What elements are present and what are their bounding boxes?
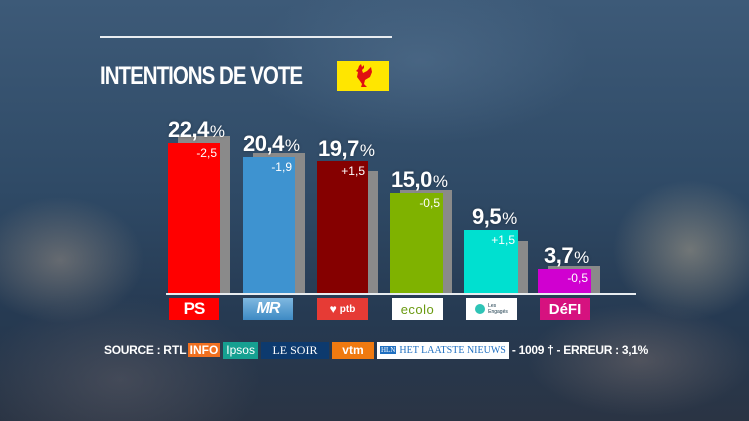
bar-ecolo: [390, 193, 443, 294]
chart-title: INTENTIONS DE VOTE: [100, 62, 303, 90]
delta-label-engages: +1,5: [491, 233, 515, 247]
bar-defi: [538, 269, 591, 294]
logo-ps: PS: [169, 298, 219, 320]
bar-ptb: [317, 161, 368, 294]
value-label-ecolo: 15,0%: [391, 167, 448, 192]
source-label: SOURCE :: [104, 343, 161, 357]
delta-label-ecolo: -0,5: [419, 196, 440, 210]
engages-dot-icon: [475, 304, 486, 314]
sample-error-text: - 1009 † - ERREUR : 3,1%: [511, 343, 649, 357]
delta-label-mr: -1,9: [271, 160, 292, 174]
value-label-engages: 9,5%: [472, 204, 517, 229]
bar-mr: [243, 157, 295, 294]
value-label-ps: 22,4%: [168, 117, 225, 142]
delta-label-ptb: +1,5: [341, 164, 365, 178]
logo-ptb: ♥ ptb: [317, 298, 368, 320]
delta-label-defi: -0,5: [567, 271, 588, 285]
heart-icon: ♥: [329, 302, 337, 316]
value-label-defi: 3,7%: [544, 243, 589, 268]
logo-defi: DéFI: [540, 298, 590, 320]
ipsos-logo: Ipsos: [223, 341, 258, 359]
vtm-logo: vtm: [331, 341, 374, 359]
title-rule: [100, 36, 392, 38]
walloon-flag-icon: [337, 61, 389, 91]
rooster-icon: [356, 64, 372, 87]
source-line: SOURCE : RTL INFO Ipsos LE SOIR vtm HLN …: [104, 341, 648, 359]
value-label-mr: 20,4%: [243, 131, 300, 156]
delta-label-ps: -2,5: [196, 146, 217, 160]
logo-engages: Les Engagés: [466, 298, 517, 320]
logo-ecolo: ecolo: [392, 298, 443, 320]
lesoir-logo: LE SOIR: [260, 341, 329, 359]
rtl-logo: RTL INFO: [163, 343, 221, 357]
value-label-ptb: 19,7%: [318, 136, 375, 161]
logo-mr: MR: [243, 298, 293, 320]
bar-engages: [464, 230, 518, 294]
bar-ps: [168, 143, 220, 294]
hln-logo: HLN HET LAATSTE NIEUWS: [376, 341, 509, 359]
chart-baseline: [166, 293, 636, 295]
